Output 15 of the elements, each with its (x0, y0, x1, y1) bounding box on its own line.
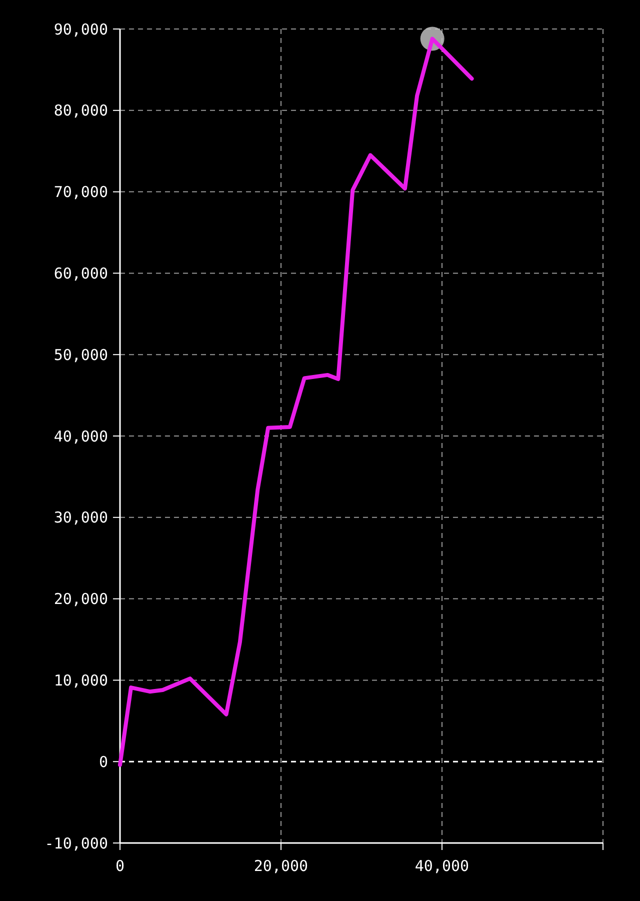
y-tick-label: 90,000 (54, 20, 108, 38)
y-tick-label: 20,000 (54, 590, 108, 608)
y-tick-label: 0 (98, 752, 108, 771)
y-tick-label: 40,000 (54, 427, 108, 446)
y-tick-label: 80,000 (54, 102, 108, 120)
y-tick-label: 30,000 (54, 508, 108, 527)
y-tick-label: 70,000 (54, 183, 108, 202)
y-tick-label: -10,000 (44, 834, 108, 852)
line-series (118, 36, 474, 767)
x-tick-label: 40,000 (414, 857, 470, 875)
y-tick-label: 10,000 (54, 671, 108, 690)
y-tick-label: 50,000 (54, 346, 108, 364)
x-tick-label: 0 (115, 857, 125, 875)
y-tick-label: 60,000 (54, 264, 108, 282)
x-tick-label: 20,000 (254, 857, 308, 875)
